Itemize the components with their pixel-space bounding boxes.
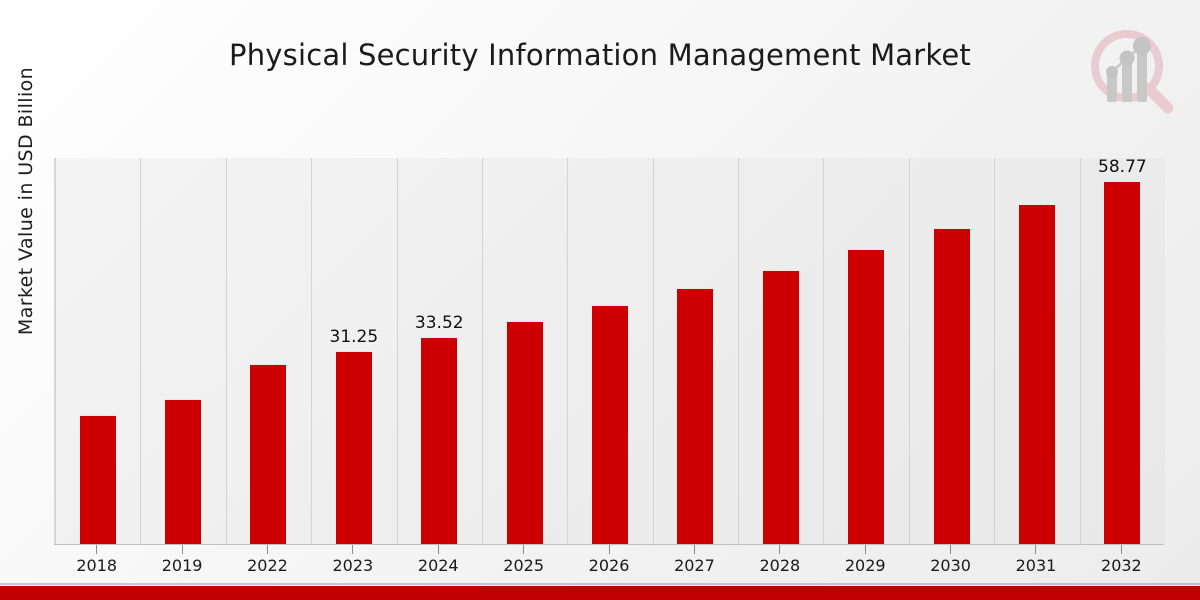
bar-value-label: 33.52 (414, 313, 464, 333)
bar[interactable] (677, 288, 714, 544)
bar-slot: 58.77 (1080, 157, 1165, 544)
bar-value-label: 58.77 (1098, 157, 1147, 177)
x-tick-slot (566, 545, 651, 554)
bar-slot (55, 158, 140, 544)
bar-slot (653, 158, 738, 544)
bar[interactable] (421, 337, 458, 544)
bar-slot (140, 158, 225, 544)
x-axis-labels: 2018 2019 2022 2023 2024 2025 2026 2027 2028 2029… (54, 556, 1164, 575)
x-tick-slot (1079, 545, 1164, 554)
x-tick (437, 545, 439, 554)
x-axis-ticks (54, 545, 1164, 554)
x-axis-label: 2027 (674, 556, 715, 575)
bar-slot (738, 158, 823, 544)
bar[interactable] (250, 364, 287, 544)
x-tick-slot (993, 545, 1078, 554)
x-tick (693, 545, 695, 554)
x-axis-line (54, 544, 1164, 545)
x-tick (181, 545, 183, 554)
footer-divider (0, 583, 1200, 585)
x-axis-label: 2026 (588, 556, 630, 575)
x-tick (266, 545, 268, 554)
bar-slot: 33.52 (397, 158, 482, 544)
x-tick (523, 545, 525, 554)
footer-accent-bar (0, 586, 1200, 600)
x-axis-label: 2031 (1015, 556, 1057, 575)
bar-slot (909, 158, 994, 544)
x-axis-label: 2022 (247, 556, 288, 575)
bar[interactable] (79, 415, 116, 544)
x-axis-label: 2018 (76, 556, 118, 575)
x-tick-slot (54, 545, 139, 554)
x-tick-slot (225, 545, 310, 554)
x-tick-slot (139, 545, 224, 554)
x-axis-label: 2019 (161, 556, 203, 575)
bar-slot (824, 158, 909, 544)
x-axis-label: 2030 (930, 556, 971, 575)
x-tick (1120, 545, 1122, 554)
bar[interactable] (848, 249, 885, 544)
x-tick (779, 545, 781, 554)
bar[interactable] (762, 270, 799, 544)
x-tick (864, 545, 866, 554)
bar[interactable] (506, 321, 543, 544)
bar[interactable] (592, 305, 629, 544)
bar-slot (994, 158, 1079, 544)
bar-slot (226, 158, 311, 544)
bar-slot (482, 158, 567, 544)
x-axis-label: 2024 (417, 556, 459, 575)
x-tick (352, 545, 354, 554)
brand-logo-watermark (1082, 22, 1178, 118)
x-tick-slot (310, 545, 395, 554)
bar-slot (567, 158, 652, 544)
x-tick (608, 545, 610, 554)
plot-area: 31.25 33.52 58.77 (54, 157, 1165, 544)
bar-value-label: 31.25 (329, 327, 379, 347)
x-tick (950, 545, 952, 554)
bar[interactable] (933, 228, 970, 544)
x-tick-slot (737, 545, 822, 554)
x-tick-slot (823, 545, 908, 554)
magnifier-bars-icon (1091, 30, 1174, 114)
y-axis-title: Market Value in USD Billion (15, 66, 37, 336)
page-title: Physical Security Information Management… (229, 38, 971, 72)
bar[interactable] (1018, 204, 1055, 544)
bar[interactable] (165, 399, 202, 544)
bar[interactable] (335, 351, 372, 544)
x-axis-label: 2032 (1101, 556, 1142, 575)
x-tick (96, 545, 98, 554)
x-axis-label: 2029 (844, 556, 886, 575)
bar[interactable] (1104, 181, 1141, 544)
x-axis-label: 2025 (503, 556, 544, 575)
bar-series: 31.25 33.52 58.77 (55, 157, 1165, 544)
x-axis-label: 2023 (332, 556, 374, 575)
x-tick-slot (481, 545, 566, 554)
x-axis-label: 2028 (759, 556, 801, 575)
bar-slot: 31.25 (311, 158, 396, 544)
x-tick (1035, 545, 1037, 554)
x-tick-slot (652, 545, 737, 554)
x-tick-slot (396, 545, 481, 554)
x-tick-slot (908, 545, 993, 554)
